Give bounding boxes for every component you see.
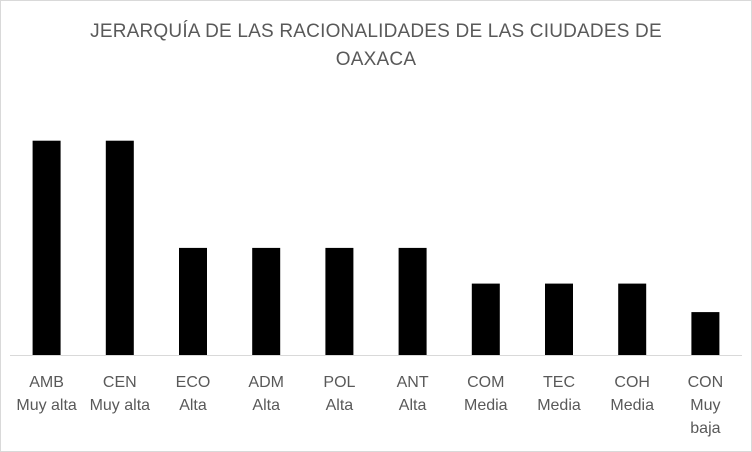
x-tick-label-con: CON Muy baja [688, 374, 724, 437]
x-tick-label-coh: COH Media [610, 374, 654, 414]
chart-title-line-2: OAXACA [335, 49, 417, 70]
x-tick-label-pol: POL Alta [323, 374, 355, 414]
bar-adm [252, 247, 281, 355]
x-tick-label-com: COM Media [464, 374, 508, 414]
bar-com [471, 283, 500, 355]
bar-ant [398, 247, 427, 355]
x-tick-label-eco: ECO Alta [176, 374, 211, 414]
x-tick-label-tec: TEC Media [537, 374, 581, 414]
x-tick-label-adm: ADM Alta [248, 374, 284, 414]
x-tick-label-cen: CEN Muy alta [90, 374, 151, 414]
bar-cen [105, 140, 134, 355]
chart-title: JERARQUÍA DE LAS RACIONALIDADES DE LAS C… [0, 18, 752, 74]
bar-eco [179, 247, 207, 355]
bar-coh [618, 283, 647, 355]
x-tick-label-amb: AMB Muy alta [16, 374, 77, 414]
bar-con [691, 312, 720, 355]
bar-pol [325, 247, 354, 355]
x-tick-label-ant: ANT Alta [397, 374, 429, 414]
bar-tec [545, 283, 573, 355]
chart-title-line-1: JERARQUÍA DE LAS RACIONALIDADES DE LAS C… [90, 21, 662, 42]
bar-amb [32, 140, 61, 355]
